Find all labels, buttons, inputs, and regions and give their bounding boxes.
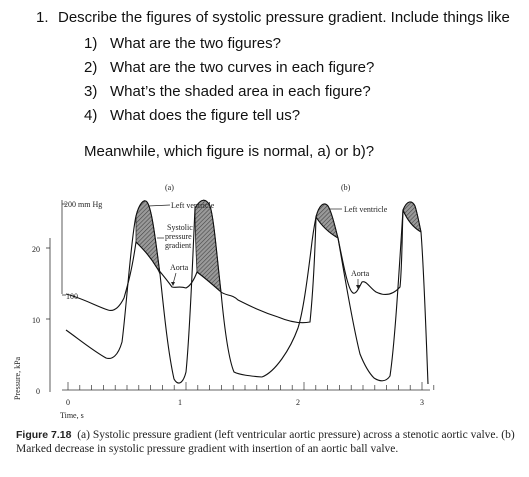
- mmhg-200-label: 200 mm Hg: [64, 200, 102, 209]
- panel-a-aorta-curve: [65, 240, 279, 318]
- figure-caption: Figure 7.18 (a) Systolic pressure gradie…: [16, 429, 521, 456]
- kpa-20-label: 20: [32, 245, 40, 254]
- sub-question-number: 1): [84, 35, 98, 52]
- sub-question-1: 1) What are the two figures?: [84, 35, 281, 52]
- panel-b-aorta-curve: [277, 209, 422, 324]
- sub-question-text: What does the figure tell us?: [110, 107, 301, 124]
- panel-a-gradient-area-1: [135, 200, 161, 275]
- sub-question-3: 3) What’s the shaded area in each figure?: [84, 83, 371, 100]
- sub-question-number: 2): [84, 59, 98, 76]
- panel-a-systolic-label-3: gradient: [165, 241, 192, 250]
- sub-question-2: 2) What are the two curves in each figure…: [84, 59, 374, 76]
- panel-b-label: (b): [341, 183, 351, 192]
- panel-a-gradient-area-2: [194, 199, 222, 293]
- sub-question-text: What’s the shaded area in each figure?: [110, 83, 371, 100]
- followup-question: Meanwhile, which figure is normal, a) or…: [84, 143, 375, 160]
- panel-a-aorta-arrowhead: [171, 282, 175, 286]
- sub-question-number: 3): [84, 83, 98, 100]
- pressure-gradient-figure: (a) (b) 200 mm Hg 100 20 10 0 Pressure, …: [13, 183, 435, 420]
- question-text: Describe the figures of systolic pressur…: [58, 9, 510, 26]
- panel-b-aorta-label: Aorta: [351, 269, 370, 278]
- time-1-label: 1: [178, 398, 182, 407]
- time-2-label: 2: [296, 398, 300, 407]
- panel-b-aorta-arrowhead: [356, 285, 360, 289]
- panel-a-left-ventricle-label: Left ventricle: [171, 201, 215, 210]
- time-3-label: 3: [420, 398, 424, 407]
- x-axis-title: Time, s: [60, 411, 84, 420]
- zero-label: 0: [36, 387, 40, 396]
- y-axis-title: Pressure, kPa: [13, 356, 22, 400]
- panel-a-lv-leader: [147, 204, 171, 207]
- sub-question-text: What are the two figures?: [110, 35, 281, 52]
- panel-a-aorta-label: Aorta: [170, 263, 189, 272]
- mmhg-100-label: 100: [66, 292, 78, 301]
- caption-text: (a) Systolic pressure gradient (left ven…: [16, 429, 515, 455]
- sub-question-text: What are the two curves in each figure?: [110, 59, 375, 76]
- panel-a-systolic-label-2: pressure: [165, 232, 192, 241]
- time-zero-label: 0: [66, 398, 70, 407]
- question-number: 1.: [36, 9, 49, 26]
- kpa-10-label: 10: [32, 316, 40, 325]
- panel-a-systolic-label-1: Systolic: [167, 223, 193, 232]
- sub-question-4: 4) What does the figure tell us?: [84, 107, 300, 124]
- time-axis-ticks: [67, 382, 435, 390]
- panel-a-left-ventricle-curve: [65, 199, 263, 384]
- caption-figure-label: Figure 7.18: [16, 429, 72, 441]
- panel-b-left-ventricle-curve: [261, 201, 429, 385]
- panel-a-label: (a): [165, 183, 174, 192]
- panel-b-left-ventricle-label: Left ventricle: [344, 205, 388, 214]
- sub-question-number: 4): [84, 107, 98, 124]
